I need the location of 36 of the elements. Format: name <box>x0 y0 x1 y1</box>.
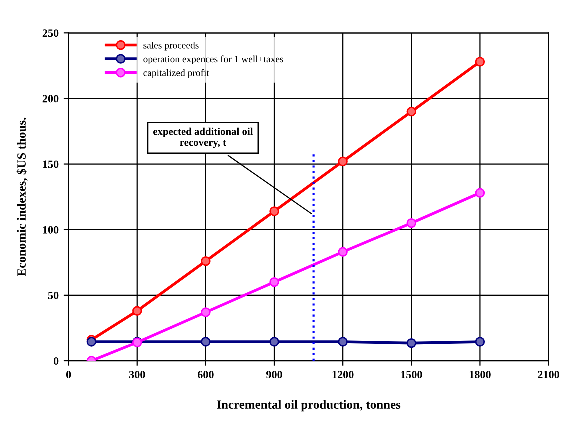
y-tick-label: 0 <box>54 357 59 365</box>
point <box>338 337 348 347</box>
x-axis-title: Incremental oil production, tonnes <box>217 400 401 412</box>
point <box>201 308 211 318</box>
point <box>270 277 280 288</box>
point <box>475 57 486 67</box>
x-tick-label: 600 <box>198 371 214 379</box>
y-tick-label: 200 <box>42 95 59 103</box>
x-tick-label: 1800 <box>470 371 491 379</box>
point <box>406 218 416 228</box>
point <box>270 337 280 347</box>
x-tick-label: 300 <box>129 371 146 379</box>
legend-label: operation expences for 1 well+taxes <box>144 56 284 65</box>
y-axis-title: Economic indexes, $US thous. <box>16 118 28 277</box>
point <box>270 206 280 216</box>
point <box>406 338 416 348</box>
point <box>201 256 211 266</box>
x-tick-label: 900 <box>266 371 282 379</box>
annotation: expected additional oil recovery, t <box>153 128 254 148</box>
point <box>132 306 142 316</box>
y-tick-label: 50 <box>48 292 59 300</box>
legend-label: capitalized profit <box>144 69 210 78</box>
point <box>475 337 486 347</box>
x-tick-label: 2100 <box>538 371 560 379</box>
x-tick-label: 1200 <box>332 371 354 379</box>
x-tick-label: 1500 <box>401 371 422 379</box>
y-tick-label: 150 <box>43 160 59 168</box>
point <box>406 106 416 117</box>
point <box>475 188 486 198</box>
point <box>338 156 348 167</box>
point <box>338 247 348 258</box>
y-tick-label: 250 <box>42 30 59 38</box>
point <box>201 337 211 347</box>
y-tick-label: 100 <box>43 226 59 234</box>
legend-label: sales proceeds <box>144 42 199 51</box>
x-tick-label: 0 <box>66 371 72 379</box>
